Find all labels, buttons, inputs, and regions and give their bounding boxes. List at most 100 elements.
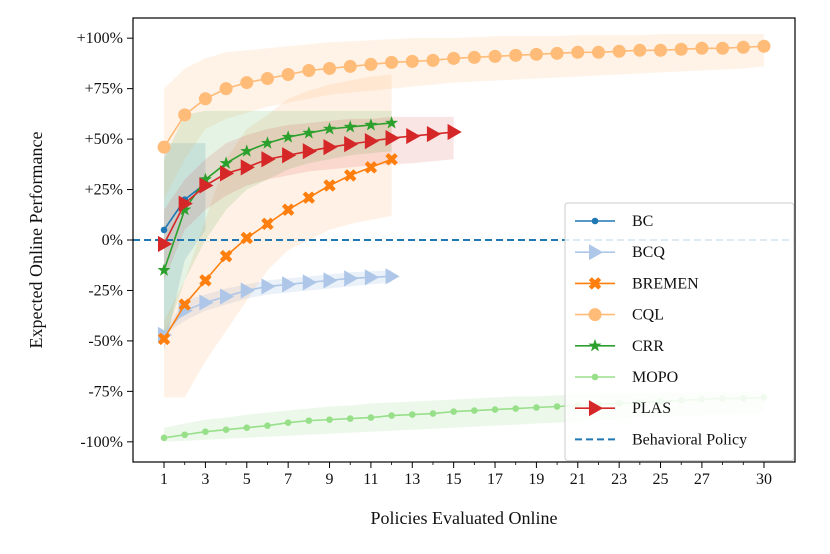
data-point-mopo xyxy=(284,419,292,426)
band-bremen xyxy=(164,74,392,398)
legend-marker xyxy=(588,244,604,261)
data-point-cql xyxy=(323,61,337,75)
data-point-crr xyxy=(198,172,212,186)
x-tick-label: 23 xyxy=(611,471,627,488)
data-point-crr xyxy=(302,126,316,139)
data-point-cql xyxy=(178,108,192,122)
y-tick-label: +100% xyxy=(77,30,123,47)
data-point-plas xyxy=(178,195,193,212)
x-tick-label: 1 xyxy=(160,471,168,488)
data-point-cql xyxy=(571,45,585,59)
data-point-cql xyxy=(550,46,564,60)
legend-marker xyxy=(588,338,602,352)
data-point-bremen xyxy=(178,298,191,311)
data-point-cql xyxy=(654,43,668,57)
data-point-crr xyxy=(385,116,399,129)
series-bremen xyxy=(157,153,398,346)
legend-marker xyxy=(588,400,604,417)
data-point-crr xyxy=(343,120,357,133)
data-point-plas xyxy=(157,235,173,253)
x-tick-label: 13 xyxy=(404,471,420,488)
data-point-bcq xyxy=(240,282,255,299)
data-point-mopo xyxy=(264,422,271,429)
data-point-bremen xyxy=(364,161,378,174)
x-tick-label: 30 xyxy=(756,471,772,488)
data-point-cql xyxy=(716,41,730,55)
data-point-mopo xyxy=(388,412,395,419)
data-point-cql xyxy=(695,41,709,55)
data-point-cql xyxy=(405,54,419,68)
legend-box xyxy=(564,202,795,462)
data-point-cql xyxy=(674,42,688,56)
x-tick-label: 5 xyxy=(243,471,251,488)
y-tick-label: -25% xyxy=(88,282,123,299)
series-plas xyxy=(157,123,462,253)
y-tick-label: -75% xyxy=(88,383,123,400)
y-tick-label: +25% xyxy=(85,182,123,199)
legend: BC BCQ BREMEN CQL CRR MOPO PLAS Behavioral Poli… xyxy=(564,202,795,462)
legend-label: Behavioral Policy xyxy=(632,431,747,448)
data-point-cql xyxy=(426,53,440,67)
data-point-bcq xyxy=(220,288,235,305)
x-tick-label: 21 xyxy=(570,471,586,488)
legend-item-bc: BC xyxy=(575,213,653,230)
data-point-crr xyxy=(322,122,337,135)
data-point-mopo xyxy=(533,404,540,411)
legend-label: CRR xyxy=(632,338,664,355)
data-point-cql xyxy=(260,72,274,86)
data-point-mopo xyxy=(450,408,457,415)
data-point-bremen xyxy=(240,231,253,245)
data-point-bremen xyxy=(323,179,336,192)
data-point-bcq xyxy=(364,269,380,286)
legend-item-crr: CRR xyxy=(575,338,664,355)
data-point-plas xyxy=(302,143,317,160)
data-point-crr xyxy=(281,130,295,143)
data-point-crr xyxy=(178,202,192,216)
data-point-cql xyxy=(488,49,502,63)
data-point-cql xyxy=(302,63,316,77)
data-point-mopo xyxy=(553,403,561,410)
data-point-plas xyxy=(261,151,276,168)
data-point-plas xyxy=(364,133,380,150)
data-point-cql xyxy=(591,45,605,59)
data-point-cql xyxy=(447,51,461,65)
y-tick-label: -100% xyxy=(80,434,123,451)
data-point-plas xyxy=(447,123,462,141)
data-point-bcq xyxy=(385,268,400,285)
data-point-mopo xyxy=(408,411,416,418)
legend-label: PLAS xyxy=(632,400,671,417)
data-point-cql xyxy=(240,76,254,90)
x-axis-ticks: 1 3 5 7 9 11 13 15 17 19 21 23 25 27 30 xyxy=(160,462,772,488)
legend-label: MOPO xyxy=(632,369,678,386)
data-point-mopo xyxy=(222,426,230,434)
data-point-cql xyxy=(343,59,357,73)
x-tick-label: 25 xyxy=(653,471,669,488)
data-point-bcq xyxy=(344,270,359,287)
legend-item-plas: PLAS xyxy=(575,400,671,417)
data-point-crr xyxy=(157,263,171,276)
data-point-plas xyxy=(344,136,359,153)
legend-label: BCQ xyxy=(632,244,665,261)
x-axis-label: Policies Evaluated Online xyxy=(371,508,558,528)
data-point-cql xyxy=(467,50,481,64)
legend-marker xyxy=(588,308,602,322)
data-point-bremen xyxy=(302,191,316,204)
data-point-plas xyxy=(385,129,400,147)
data-point-mopo xyxy=(512,405,520,412)
data-point-bremen xyxy=(261,217,274,231)
data-point-cql xyxy=(281,68,295,82)
data-point-bcq xyxy=(323,272,338,289)
legend-label: BC xyxy=(632,213,653,230)
x-tick-label: 9 xyxy=(326,471,334,488)
legend-item-bcq: BCQ xyxy=(575,244,665,261)
data-point-plas xyxy=(220,165,235,182)
data-point-mopo xyxy=(471,407,478,414)
legend-item-bremen: BREMEN xyxy=(575,275,699,292)
data-point-cql xyxy=(509,48,523,62)
x-tick-label: 27 xyxy=(694,471,710,488)
data-point-crr xyxy=(240,144,254,157)
data-point-mopo xyxy=(346,415,354,422)
x-tick-label: 11 xyxy=(363,471,378,488)
legend-marker xyxy=(591,217,599,225)
x-tick-label: 15 xyxy=(446,471,462,488)
